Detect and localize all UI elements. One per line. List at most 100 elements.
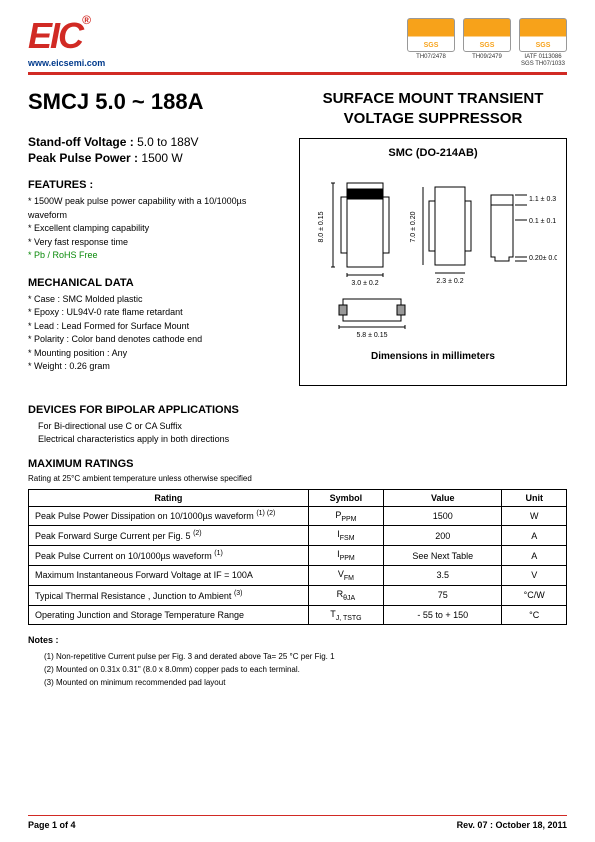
table-row: Peak Pulse Power Dissipation on 10/1000µ… bbox=[29, 506, 567, 526]
mech-item: Weight : 0.26 gram bbox=[28, 360, 281, 374]
cell-symbol: RθJA bbox=[308, 585, 383, 605]
ratings-condition-note: Rating at 25°C ambient temperature unles… bbox=[28, 474, 567, 483]
table-row: Maximum Instantaneous Forward Voltage at… bbox=[29, 565, 567, 585]
standoff-value: 5.0 to 188V bbox=[137, 135, 198, 149]
ratings-table: Rating Symbol Value Unit Peak Pulse Powe… bbox=[28, 489, 567, 626]
left-column: SMCJ 5.0 ~ 188A Stand-off Voltage : 5.0 … bbox=[28, 89, 281, 386]
mech-item: Epoxy : UL94V-0 rate flame retardant bbox=[28, 306, 281, 320]
table-row: Operating Junction and Storage Temperatu… bbox=[29, 605, 567, 625]
cell-rating: Peak Pulse Power Dissipation on 10/1000µ… bbox=[29, 506, 309, 526]
cell-rating: Operating Junction and Storage Temperatu… bbox=[29, 605, 309, 625]
cell-value: 3.5 bbox=[384, 565, 502, 585]
logo-text: EIC bbox=[28, 15, 82, 56]
page-footer: Page 1 of 4 Rev. 07 : October 18, 2011 bbox=[28, 815, 567, 830]
dim-pad-w: 2.3 ± 0.2 bbox=[436, 278, 463, 285]
logo-registered: ® bbox=[82, 13, 89, 27]
cert-badge-icon bbox=[407, 18, 455, 52]
feature-item: Very fast response time bbox=[28, 236, 281, 250]
feature-item: 1500W peak pulse power capability with a… bbox=[28, 195, 281, 222]
dim-side-bot: 0.20± 0.07 bbox=[529, 255, 557, 262]
part-number: SMCJ 5.0 ~ 188A bbox=[28, 89, 281, 115]
dim-pad-h: 7.0 ± 0.20 bbox=[410, 212, 417, 243]
logo-block: EIC® www.eicsemi.com bbox=[28, 18, 105, 68]
peak-power-value: 1500 W bbox=[141, 151, 182, 165]
dim-side-mid: 0.1 ± 0.1 bbox=[529, 218, 556, 225]
bipolar-line: For Bi-directional use C or CA Suffix bbox=[38, 420, 567, 433]
dim-overall-w: 5.8 ± 0.15 bbox=[356, 332, 387, 339]
mech-item: Lead : Lead Formed for Surface Mount bbox=[28, 320, 281, 334]
top-section: SMCJ 5.0 ~ 188A Stand-off Voltage : 5.0 … bbox=[28, 89, 567, 386]
footer-divider bbox=[28, 815, 567, 816]
cell-unit: °C bbox=[502, 605, 567, 625]
bipolar-line: Electrical characteristics apply in both… bbox=[38, 433, 567, 446]
bipolar-heading: DEVICES FOR BIPOLAR APPLICATIONS bbox=[28, 404, 567, 416]
cell-unit: A bbox=[502, 546, 567, 566]
col-symbol: Symbol bbox=[308, 489, 383, 506]
notes-list: (1) Non-repetitive Current pulse per Fig… bbox=[44, 651, 567, 689]
bipolar-text: For Bi-directional use C or CA Suffix El… bbox=[38, 420, 567, 445]
mechanical-heading: MECHANICAL DATA bbox=[28, 277, 281, 289]
mech-item: Mounting position : Any bbox=[28, 347, 281, 361]
cell-unit: A bbox=[502, 526, 567, 546]
standoff-label: Stand-off Voltage : bbox=[28, 135, 134, 149]
page-number: Page 1 of 4 bbox=[28, 820, 76, 830]
cert-badge-icon bbox=[463, 18, 511, 52]
cell-rating: Peak Pulse Current on 10/1000µs waveform… bbox=[29, 546, 309, 566]
col-value: Value bbox=[384, 489, 502, 506]
peak-power-label: Peak Pulse Power : bbox=[28, 151, 138, 165]
cell-unit: V bbox=[502, 565, 567, 585]
cell-rating: Maximum Instantaneous Forward Voltage at… bbox=[29, 565, 309, 585]
product-title: SURFACE MOUNT TRANSIENT VOLTAGE SUPPRESS… bbox=[299, 89, 567, 128]
col-unit: Unit bbox=[502, 489, 567, 506]
cell-value: - 55 to + 150 bbox=[384, 605, 502, 625]
header-divider bbox=[28, 72, 567, 75]
cell-value: 200 bbox=[384, 526, 502, 546]
cell-value: 75 bbox=[384, 585, 502, 605]
cell-rating: Peak Forward Surge Current per Fig. 5 (2… bbox=[29, 526, 309, 546]
col-rating: Rating bbox=[29, 489, 309, 506]
page-header: EIC® www.eicsemi.com TH07/2478 TH09/2479… bbox=[28, 18, 567, 68]
mech-item: Case : SMC Molded plastic bbox=[28, 293, 281, 307]
company-url[interactable]: www.eicsemi.com bbox=[28, 58, 105, 68]
cert-item: TH07/2478 bbox=[407, 18, 455, 61]
standoff-spec: Stand-off Voltage : 5.0 to 188V bbox=[28, 135, 281, 149]
feature-item: Excellent clamping capability bbox=[28, 222, 281, 236]
cell-symbol: PPPM bbox=[308, 506, 383, 526]
cell-value: See Next Table bbox=[384, 546, 502, 566]
cert-label: IATF 0113086 SGS TH07/1033 bbox=[521, 54, 565, 68]
note-item: (2) Mounted on 0.31x 0.31" (8.0 x 8.0mm)… bbox=[44, 664, 567, 677]
mech-item: Polarity : Color band denotes cathode en… bbox=[28, 333, 281, 347]
notes-heading: Notes : bbox=[28, 635, 567, 645]
package-title: SMC (DO-214AB) bbox=[308, 147, 558, 159]
note-item: (1) Non-repetitive Current pulse per Fig… bbox=[44, 651, 567, 664]
table-row: Peak Forward Surge Current per Fig. 5 (2… bbox=[29, 526, 567, 546]
cell-symbol: IPPM bbox=[308, 546, 383, 566]
revision-info: Rev. 07 : October 18, 2011 bbox=[457, 820, 567, 830]
cert-label: TH09/2479 bbox=[472, 54, 502, 61]
dim-body-w: 3.0 ± 0.2 bbox=[351, 280, 378, 287]
note-item: (3) Mounted on minimum recommended pad l… bbox=[44, 677, 567, 690]
cert-badge-icon bbox=[519, 18, 567, 52]
cell-unit: W bbox=[502, 506, 567, 526]
cell-value: 1500 bbox=[384, 506, 502, 526]
dimensions-note: Dimensions in millimeters bbox=[308, 351, 558, 362]
cell-rating: Typical Thermal Resistance , Junction to… bbox=[29, 585, 309, 605]
ratings-heading: MAXIMUM RATINGS bbox=[28, 458, 567, 470]
cert-item: IATF 0113086 SGS TH07/1033 bbox=[519, 18, 567, 68]
features-heading: FEATURES : bbox=[28, 179, 281, 191]
table-row: Typical Thermal Resistance , Junction to… bbox=[29, 585, 567, 605]
package-diagram-box: SMC (DO-214AB) 8.0 ± 0.15 bbox=[299, 138, 567, 386]
right-column: SURFACE MOUNT TRANSIENT VOLTAGE SUPPRESS… bbox=[299, 89, 567, 386]
features-list: 1500W peak pulse power capability with a… bbox=[28, 195, 281, 263]
cert-label: TH07/2478 bbox=[416, 54, 446, 61]
company-logo: EIC® bbox=[28, 18, 105, 54]
cell-symbol: VFM bbox=[308, 565, 383, 585]
peak-power-spec: Peak Pulse Power : 1500 W bbox=[28, 151, 281, 165]
package-diagram: 8.0 ± 0.15 3.0 ± 0.2 5.8 ± 0.15 bbox=[309, 165, 557, 345]
mechanical-list: Case : SMC Molded plastic Epoxy : UL94V-… bbox=[28, 293, 281, 374]
table-header-row: Rating Symbol Value Unit bbox=[29, 489, 567, 506]
cell-symbol: TJ, TSTG bbox=[308, 605, 383, 625]
cert-item: TH09/2479 bbox=[463, 18, 511, 61]
cell-unit: °C/W bbox=[502, 585, 567, 605]
feature-item-green: Pb / RoHS Free bbox=[28, 249, 281, 263]
